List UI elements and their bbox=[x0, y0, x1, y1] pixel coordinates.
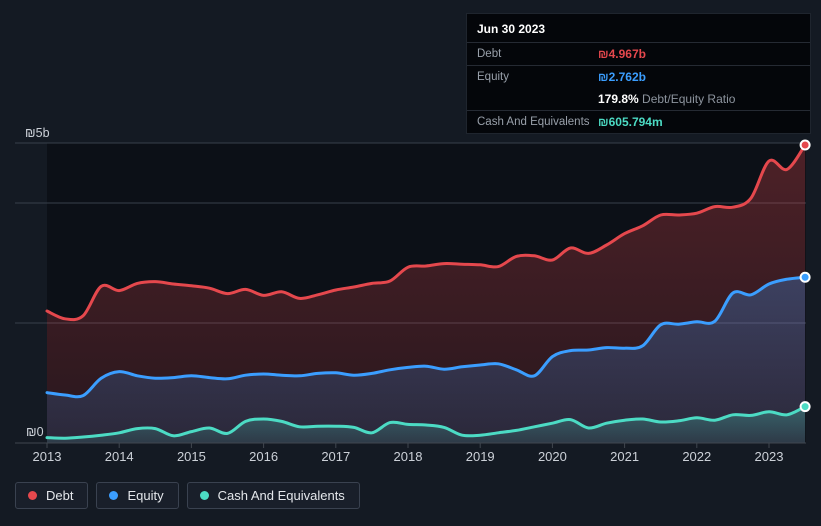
tooltip-row-debt: Debt ₪4.967b bbox=[467, 43, 810, 66]
x-axis-label-2023: 2023 bbox=[755, 449, 784, 464]
y-axis-label-top: ₪5b bbox=[25, 126, 50, 140]
tooltip-row-cash: Cash And Equivalents ₪605.794m bbox=[467, 111, 810, 133]
equity-area bbox=[47, 277, 806, 443]
legend-label: Equity bbox=[127, 488, 164, 503]
x-axis-label-2021: 2021 bbox=[610, 449, 639, 464]
x-axis-label-2017: 2017 bbox=[321, 449, 350, 464]
legend-item-debt[interactable]: Debt bbox=[15, 482, 89, 509]
x-axis-label-2018: 2018 bbox=[394, 449, 423, 464]
x-axis-label-2014: 2014 bbox=[105, 449, 134, 464]
tooltip-ratio-label: Debt/Equity Ratio bbox=[642, 92, 736, 106]
tooltip-row-ratio: 179.8% Debt/Equity Ratio bbox=[467, 88, 810, 111]
tooltip-equity-value: ₪2.762b bbox=[598, 70, 646, 84]
cash-and-equivalents-legend-dot bbox=[199, 491, 209, 500]
cash-area bbox=[47, 406, 806, 443]
debt-legend-dot bbox=[28, 491, 37, 500]
tooltip-cash-value: ₪605.794m bbox=[598, 115, 663, 129]
equity-endpoint-marker[interactable] bbox=[799, 271, 811, 283]
x-axis-label-2013: 2013 bbox=[33, 449, 62, 464]
chart-tooltip: Jun 30 2023 Debt ₪4.967b Equity ₪2.762b … bbox=[466, 13, 811, 134]
tooltip-debt-value: ₪4.967b bbox=[598, 47, 646, 61]
x-axis-label-2020: 2020 bbox=[538, 449, 567, 464]
x-axis-label-2015: 2015 bbox=[177, 449, 206, 464]
debt-endpoint-marker[interactable] bbox=[799, 139, 811, 151]
tooltip-equity-label: Equity bbox=[477, 71, 509, 83]
tooltip-ratio-value: 179.8% bbox=[598, 92, 639, 106]
x-axis-label-2016: 2016 bbox=[249, 449, 278, 464]
legend-item-equity[interactable]: Equity bbox=[96, 482, 179, 509]
y-axis-label-zero: ₪0 bbox=[26, 425, 44, 439]
cash-endpoint-marker[interactable] bbox=[799, 401, 811, 413]
legend-item-cash-and-equivalents[interactable]: Cash And Equivalents bbox=[186, 482, 360, 509]
equity-line bbox=[45, 275, 807, 399]
legend-label: Debt bbox=[46, 488, 74, 503]
chart-legend: Debt Equity Cash And Equivalents bbox=[15, 482, 360, 509]
legend-label: Cash And Equivalents bbox=[217, 488, 345, 503]
tooltip-debt-label: Debt bbox=[477, 48, 502, 60]
debt-equity-area-chart[interactable]: 2013 2014 2015 2016 2017 2018 2019 2020 2021 2022… bbox=[0, 0, 821, 470]
tooltip-cash-label: Cash And Equivalents bbox=[477, 116, 590, 128]
tooltip-row-equity: Equity ₪2.762b bbox=[467, 66, 810, 88]
x-axis-label-2019: 2019 bbox=[466, 449, 495, 464]
x-axis-label-2022: 2022 bbox=[682, 449, 711, 464]
tooltip-date: Jun 30 2023 bbox=[467, 14, 810, 43]
debt-line bbox=[45, 143, 807, 322]
equity-legend-dot bbox=[109, 491, 119, 500]
cash-line bbox=[45, 405, 807, 440]
